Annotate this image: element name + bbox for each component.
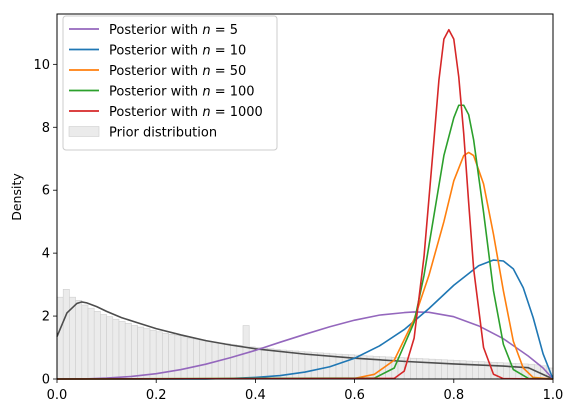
prior-density-line <box>56 301 554 380</box>
histogram-bar <box>87 307 95 380</box>
histogram-bar <box>106 316 114 380</box>
histogram-bar <box>137 326 145 380</box>
histogram-bar <box>100 314 107 380</box>
histogram-bar <box>304 351 312 380</box>
legend-label: Posterior with n = 5 <box>109 23 238 38</box>
histogram-bar <box>112 318 120 380</box>
y-tick-label: 0 <box>42 373 50 388</box>
x-tick-label: 0.0 <box>47 388 68 403</box>
y-tick-label: 10 <box>33 58 50 73</box>
histogram-bar <box>149 329 157 380</box>
histogram-bar <box>193 338 200 380</box>
x-tick-label: 1.0 <box>543 388 564 403</box>
histogram-bar <box>205 340 213 380</box>
x-tick-label: 0.8 <box>443 388 464 403</box>
legend-label: Posterior with n = 1000 <box>109 105 263 120</box>
y-tick-label: 4 <box>42 247 50 262</box>
y-tick-label: 8 <box>42 121 50 136</box>
prior-histogram <box>56 289 554 380</box>
prior-density-layer <box>56 301 554 380</box>
histogram-bar <box>317 352 324 380</box>
posterior-series-layer <box>56 28 554 380</box>
histogram-bar <box>81 304 89 380</box>
legend-swatch-prior <box>68 126 100 137</box>
posterior-line-n-5 <box>57 311 554 380</box>
histogram-bar <box>261 347 269 380</box>
histogram-bar <box>174 335 182 380</box>
x-axis: 0.0 0.2 0.4 0.6 0.8 1.0 <box>47 379 564 403</box>
x-tick-label: 0.6 <box>344 388 365 403</box>
histogram-bar <box>255 347 262 380</box>
posterior-line-n-50 <box>56 151 554 380</box>
histogram-bar <box>62 289 70 380</box>
y-axis-label: Density <box>9 173 24 221</box>
posterior-line-n-1000 <box>56 28 554 380</box>
histogram-bar <box>230 344 238 380</box>
histogram-bar <box>56 296 64 380</box>
histogram-bar <box>186 337 194 380</box>
histogram-bar <box>131 325 138 380</box>
histogram-bar <box>273 349 281 380</box>
histogram-bar <box>118 321 126 380</box>
legend-label: Posterior with n = 50 <box>109 64 246 79</box>
y-tick-label: 2 <box>42 310 50 325</box>
histogram-bar <box>75 300 83 380</box>
histogram-bar <box>124 323 132 380</box>
histogram-bar <box>298 351 306 380</box>
histogram-bar <box>199 339 207 380</box>
y-tick-label: 6 <box>42 184 50 199</box>
x-tick-label: 0.2 <box>146 388 167 403</box>
histogram-bar <box>310 352 318 380</box>
legend-label-prior: Prior distribution <box>109 126 217 141</box>
plot-frame <box>56 13 554 380</box>
x-tick-label: 0.4 <box>245 388 266 403</box>
legend: Posterior with n = 5 Posterior with n = 1… <box>62 15 278 151</box>
histogram-bar <box>267 348 275 380</box>
histogram-bar <box>93 311 101 380</box>
legend-label: Posterior with n = 100 <box>109 85 255 100</box>
histogram-bar <box>224 343 231 380</box>
histogram-bar <box>143 328 151 380</box>
legend-items: Posterior with n = 5 Posterior with n = 1… <box>68 23 263 141</box>
histogram-bar <box>292 350 300 380</box>
histogram-bar <box>155 331 163 380</box>
legend-box <box>62 15 278 151</box>
histogram-bar <box>180 336 188 380</box>
legend-label: Posterior with n = 10 <box>109 44 246 59</box>
histogram-bar <box>168 334 176 380</box>
histogram-bar <box>323 352 331 380</box>
histogram-bar <box>236 345 244 380</box>
y-axis: 0 2 4 6 8 10 <box>33 58 57 388</box>
